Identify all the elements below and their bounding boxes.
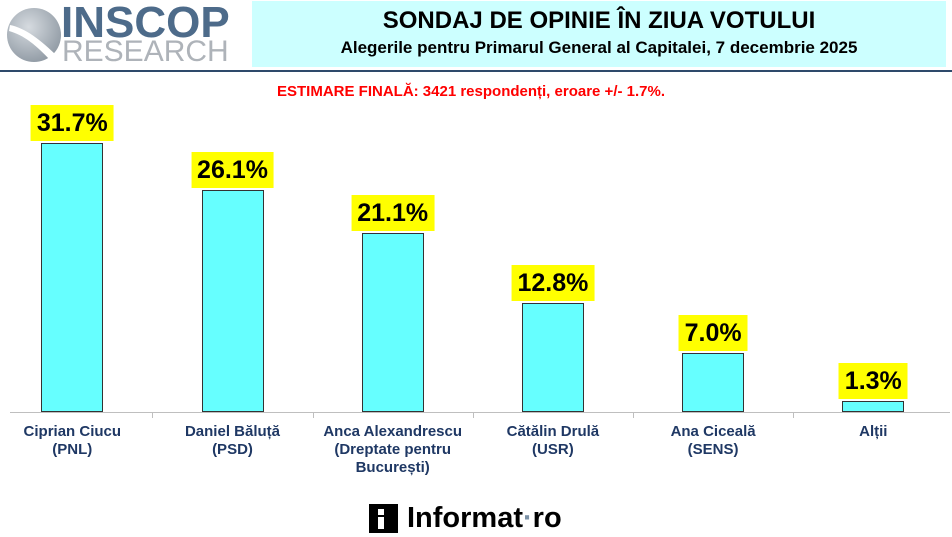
bar-chart-plot: 31.7% 26.1% 21.1% 12.8% 7.0% 1.3%: [0, 100, 952, 412]
footer-tld: ro: [532, 502, 562, 534]
x-axis-tick: [793, 412, 795, 418]
inscop-swoosh-icon: [7, 8, 61, 62]
x-axis-tick: [152, 412, 154, 418]
logo-name: INSCOP: [61, 0, 230, 47]
value-label-ana-ciceala: 7.0%: [678, 314, 748, 351]
chart-annotation: ESTIMARE FINALĂ: 3421 respondenți, eroar…: [276, 83, 665, 100]
category-label-ana-ciceala: Ana Ciceală (SENS): [670, 423, 756, 458]
x-axis-tick: [633, 412, 634, 418]
x-axis-tick: [312, 412, 314, 418]
x-axis-ticks: [0, 412, 952, 418]
value-label-catalin-drula: 12.8%: [511, 265, 595, 302]
chart-title: SONDAJ DE OPINIE ÎN ZIUA VOTULUI: [382, 7, 816, 34]
bar-altii: [842, 400, 905, 412]
x-axis-tick: [472, 412, 474, 418]
value-label-ciprian-ciucu: 31.7%: [30, 104, 114, 141]
category-label-ciprian-ciucu: Ciprian Ciucu (PNL): [23, 423, 122, 458]
value-label-altii: 1.3%: [838, 362, 908, 399]
bar-daniel-baluta: [201, 190, 264, 412]
value-label-daniel-baluta: 26.1%: [191, 152, 274, 189]
x-axis-labels: Ciprian Ciucu (PNL) Daniel Băluță (PSD) An…: [0, 423, 952, 483]
footer-logo: Informat · ro: [369, 503, 562, 534]
category-label-catalin-drula: Cătălin Drulă (USR): [506, 423, 600, 458]
footer-separator: ·: [523, 502, 533, 534]
bar-catalin-drula: [521, 303, 584, 412]
category-label-altii: Alții: [859, 423, 888, 440]
bar-ciprian-ciucu: [41, 142, 104, 412]
category-label-daniel-baluta: Daniel Băluță (PSD): [184, 423, 280, 458]
bar-ana-ciceala: [682, 352, 745, 412]
x-axis-line: [10, 412, 950, 413]
title-banner: SONDAJ DE OPINIE ÎN ZIUA VOTULUI Alegeri…: [252, 1, 946, 67]
logo-tagline: RESEARCH: [62, 35, 229, 68]
footer-brand: Informat: [407, 502, 523, 534]
informat-i-icon: [369, 504, 398, 533]
header-rule: [0, 70, 952, 72]
chart-subtitle: Alegerile pentru Primarul General al Cap…: [340, 38, 858, 57]
bar-anca-alexandrescu: [361, 232, 424, 412]
value-label-anca-alexandrescu: 21.1%: [351, 194, 435, 231]
category-label-anca-alexandrescu: Anca Alexandrescu (Dreptate pentru Bucur…: [323, 423, 463, 476]
